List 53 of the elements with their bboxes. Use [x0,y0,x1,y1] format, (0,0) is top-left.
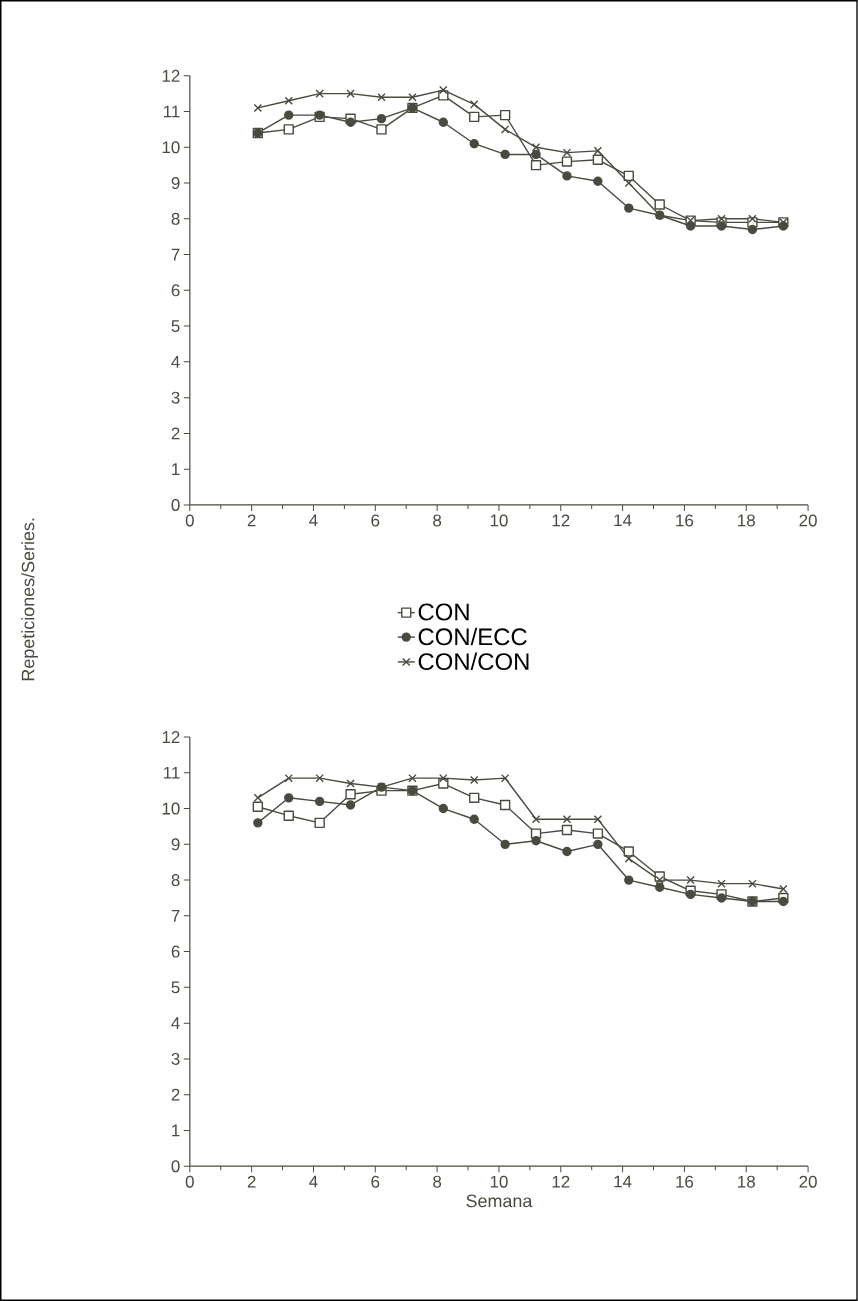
x-tick-label: 8 [433,1175,442,1188]
x-tick-label: 20 [799,514,817,527]
x-tick-label: 16 [676,514,694,527]
x-tick-label: 0 [185,514,194,527]
y-tick-label: 6 [171,284,180,297]
x-tick-label: 2 [247,514,256,527]
y-tick-label: 1 [172,463,180,475]
x-tick-label: 8 [433,514,442,527]
x-tick-label: 4 [309,514,318,527]
y-tick-label: 4 [171,1017,180,1029]
x-axis-title: Semana [466,1194,533,1208]
x-tick-label: 18 [738,514,756,527]
y-tick-label: 0 [171,1160,180,1173]
y-tick-label: 3 [171,391,180,404]
y-tick-label: 9 [171,838,180,851]
legend-label: CON/ECC [418,627,527,646]
x-tick-label: 10 [490,1175,508,1188]
y-tick-label: 12 [162,731,180,743]
y-tick-label: 11 [164,766,180,779]
y-tick-label: 7 [171,248,180,261]
y-tick-label: 10 [162,141,180,154]
y-tick-label: 5 [171,981,180,994]
y-tick-label: 1 [172,1124,180,1137]
x-tick-label: 10 [490,514,508,527]
x-tick-label: 2 [247,1175,256,1188]
y-tick-label: 3 [171,1052,180,1065]
y-tick-label: 12 [162,69,180,82]
y-tick-label: 4 [171,356,180,368]
x-tick-label: 18 [738,1175,756,1188]
legend-label: CON [418,603,469,621]
y-tick-label: 6 [171,945,180,958]
y-axis-title: Repeticiones/Series. [21,518,38,681]
legend-label: CON/CON [418,652,529,671]
y-tick-label: 0 [171,498,180,511]
y-tick-label: 11 [164,105,180,118]
y-tick-label: 7 [171,910,180,922]
x-tick-label: 14 [614,514,632,527]
x-tick-label: 20 [799,1175,817,1188]
y-tick-label: 8 [171,874,180,887]
y-tick-label: 5 [171,320,180,333]
x-tick-label: 6 [371,1175,380,1188]
y-tick-label: 2 [171,1088,180,1101]
x-tick-label: 14 [614,1175,632,1188]
x-tick-label: 6 [371,514,380,527]
x-tick-label: 16 [676,1175,694,1188]
y-tick-label: 2 [171,427,180,440]
y-tick-label: 10 [162,802,180,815]
y-tick-label: 9 [171,177,180,190]
x-tick-label: 0 [185,1175,194,1188]
x-tick-label: 12 [552,1175,570,1188]
y-tick-label: 8 [171,212,180,225]
x-tick-label: 4 [309,1175,318,1188]
x-tick-label: 12 [552,514,570,527]
